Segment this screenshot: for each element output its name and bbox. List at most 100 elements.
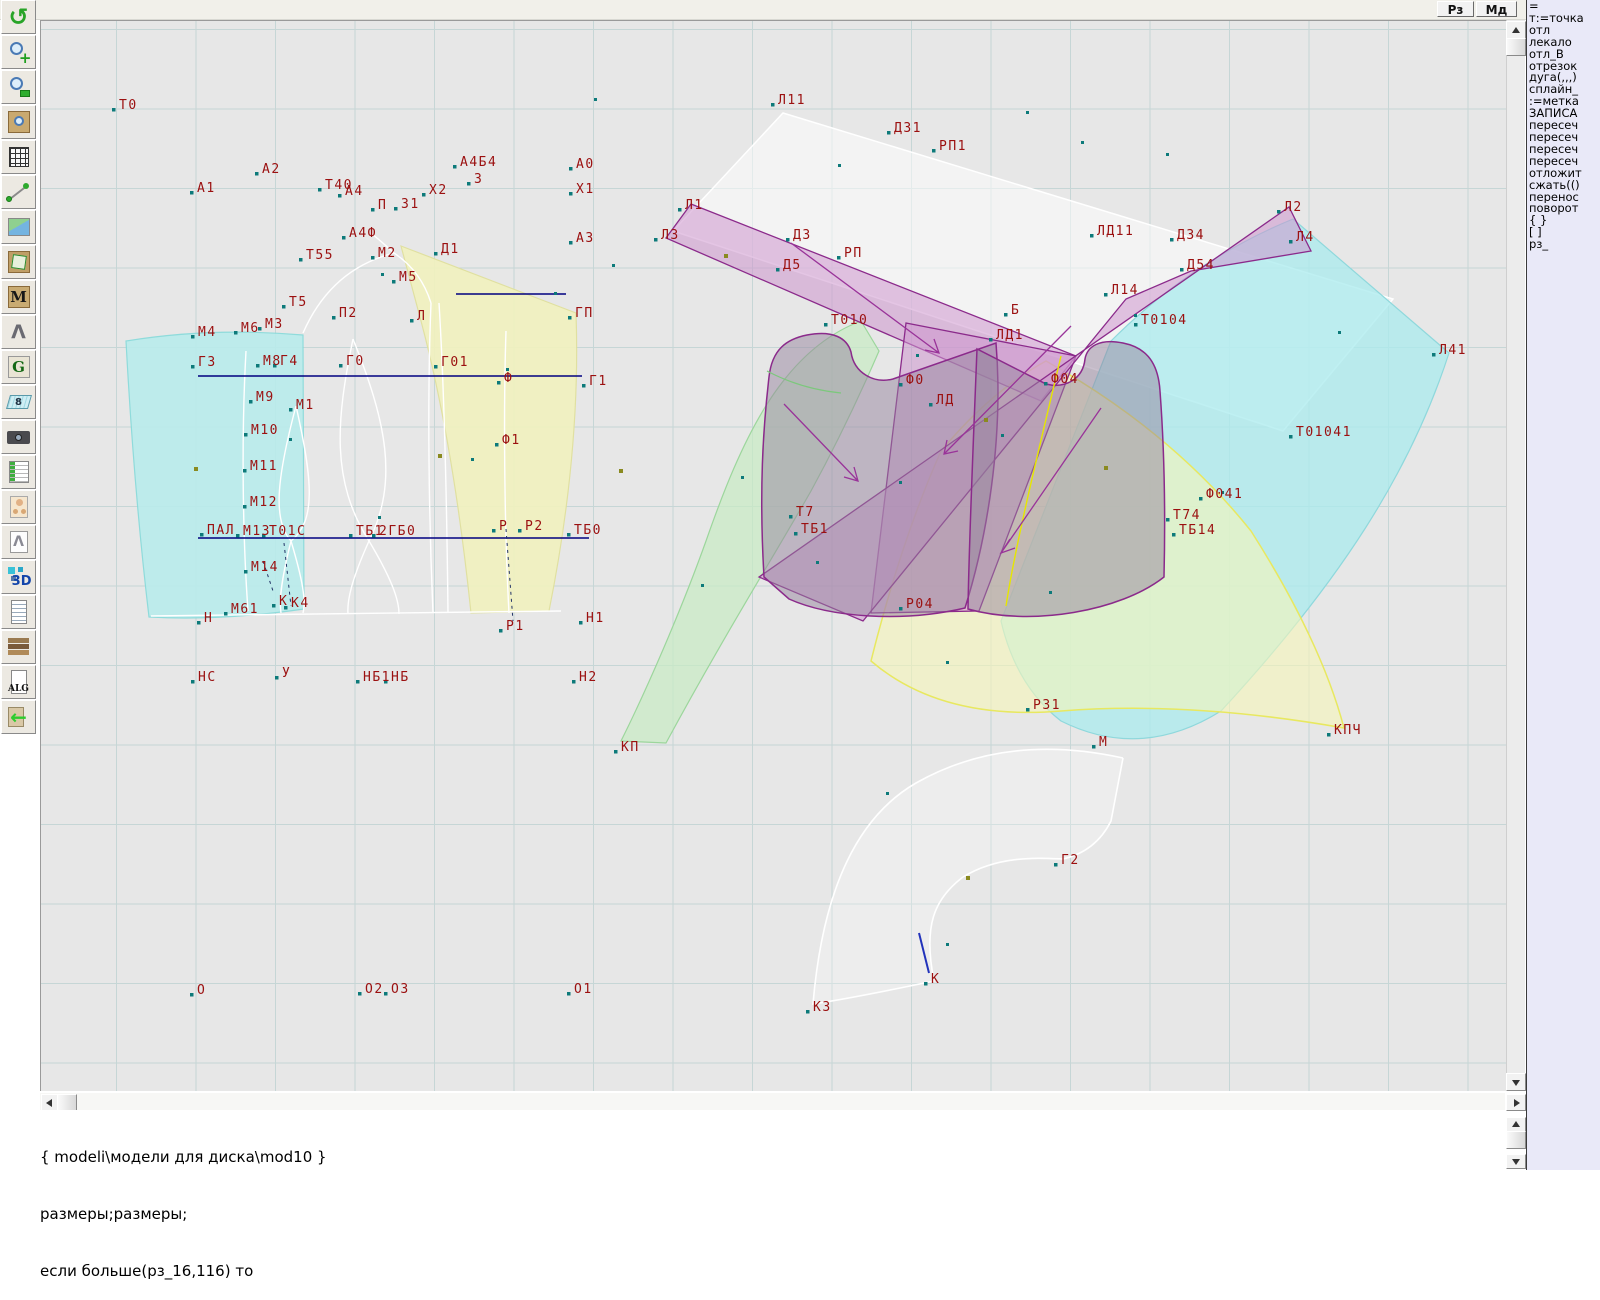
command-item[interactable]: перенос — [1529, 191, 1579, 204]
point-label: Г2 — [1061, 853, 1080, 868]
point-label: А0 — [576, 157, 595, 172]
point-label: ГП — [575, 306, 594, 321]
up-arrow-icon — [1512, 23, 1520, 33]
command-item[interactable]: отрезок — [1529, 60, 1578, 73]
canvas-vscrollbar[interactable] — [1506, 20, 1525, 1090]
point-label: Д1 — [441, 242, 460, 257]
command-item[interactable]: отложит — [1529, 167, 1582, 180]
point-label: О2 — [365, 982, 384, 997]
point-label: Т01С — [269, 524, 306, 539]
compass-icon-button[interactable]: Λ — [1, 315, 36, 349]
point-label: Л1 — [685, 198, 704, 213]
point-label: Ф041 — [1206, 487, 1243, 502]
command-item[interactable]: ЗАПИСА — [1529, 108, 1578, 121]
zoom-in-icon-button[interactable]: + — [1, 35, 36, 69]
command-item[interactable]: [ ] — [1529, 227, 1542, 240]
piece-view-icon-button[interactable] — [1, 105, 36, 139]
back-piece-cyan — [125, 331, 305, 619]
image-icon — [6, 215, 32, 239]
zoom-prev-icon-button[interactable] — [1, 70, 36, 104]
scroll-up-button[interactable] — [1506, 21, 1526, 39]
command-item[interactable]: сжать(() — [1529, 179, 1580, 192]
point-label: М3 — [265, 317, 284, 332]
scroll-down-button[interactable] — [1506, 1073, 1526, 1091]
down-arrow-icon — [1512, 1159, 1520, 1169]
point-label: А2 — [262, 162, 281, 177]
command-item[interactable]: т:=точка — [1529, 12, 1584, 25]
vscroll-thumb[interactable] — [1506, 38, 1526, 56]
point-label: Д5 — [783, 258, 802, 273]
editor-vscroll-thumb[interactable] — [1506, 1131, 1526, 1149]
command-item[interactable]: { } — [1529, 215, 1548, 228]
segment-icon-button[interactable] — [1, 175, 36, 209]
point-label: Г4 — [280, 354, 299, 369]
point-label: ЛД — [936, 393, 955, 408]
table-icon-button[interactable] — [1, 455, 36, 489]
m-piece-icon-button[interactable]: M — [1, 280, 36, 314]
list-icon-button[interactable] — [1, 595, 36, 629]
command-item[interactable]: поворот — [1529, 203, 1579, 216]
segment-icon — [5, 180, 32, 204]
point-label: Г0 — [346, 354, 365, 369]
command-item[interactable]: лекало — [1529, 36, 1572, 49]
point-label: Ф — [504, 371, 513, 386]
point-label: Г3 — [198, 355, 217, 370]
scroll-left-button[interactable] — [41, 1094, 58, 1111]
point-label: Р2 — [525, 519, 544, 534]
undo-icon-button[interactable]: ↺ — [1, 0, 36, 34]
camera-icon — [6, 425, 32, 449]
left-toolbar: ↺ + M Λ G 8 Λ 3D ALG ← — [0, 0, 38, 735]
hscroll-thumb[interactable] — [57, 1094, 77, 1111]
editor-scroll-up-button[interactable] — [1506, 1117, 1526, 1132]
command-item[interactable]: дуга(,,,) — [1529, 72, 1577, 85]
header-bar: Рз Мд — [0, 0, 1526, 20]
books-icon-button[interactable] — [1, 630, 36, 664]
command-item[interactable]: рз_ — [1529, 239, 1549, 252]
alg-icon-button[interactable]: ALG — [1, 665, 36, 699]
point-label: Н1 — [586, 611, 605, 626]
point-label: Г01 — [441, 355, 469, 370]
scroll-right-button[interactable] — [1506, 1094, 1526, 1111]
point-label: М8 — [263, 354, 282, 369]
point-label: М9 — [256, 390, 275, 405]
notch-blue-line — [918, 932, 930, 974]
script-editor[interactable]: { modeli\модели для диска\mod10 } размер… — [40, 1110, 1502, 1280]
command-item[interactable]: :=метка — [1529, 96, 1579, 109]
jacket-icon-button[interactable]: Λ — [1, 525, 36, 559]
md-button[interactable]: Мд — [1476, 1, 1517, 17]
piece-icon-button[interactable] — [1, 245, 36, 279]
ruler-icon-button[interactable]: 8 — [1, 385, 36, 419]
undo-icon: ↺ — [8, 3, 29, 31]
rz-button[interactable]: Рз — [1437, 1, 1474, 17]
canvas-hscrollbar[interactable] — [40, 1093, 1505, 1110]
grid-icon-button[interactable] — [1, 140, 36, 174]
editor-scroll-down-button[interactable] — [1506, 1154, 1526, 1169]
g-piece-icon-button[interactable]: G — [1, 350, 36, 384]
point-label: К — [279, 594, 288, 609]
camera-icon-button[interactable] — [1, 420, 36, 454]
point-label: М1 — [296, 398, 315, 413]
command-item[interactable]: = — [1529, 1, 1539, 13]
command-item[interactable]: сплайн_ — [1529, 84, 1578, 97]
point-label: Б — [1011, 303, 1020, 318]
point-label: Т010 — [831, 313, 868, 328]
point-label: М — [1099, 735, 1108, 750]
point-label: КПЧ — [1334, 723, 1362, 738]
command-item[interactable]: пересеч — [1529, 120, 1579, 132]
point-label: 2ГБ0 — [379, 524, 416, 539]
command-item[interactable]: отл — [1529, 24, 1551, 37]
point-label: Л11 — [778, 93, 806, 108]
image-icon-button[interactable] — [1, 210, 36, 244]
portrait-icon-button[interactable] — [1, 490, 36, 524]
drawing-canvas[interactable]: Т0 А2 А1 Т40 А4 Х2 А4Б4 З А0 Х1 П З1 А4Ф А3 Т55 М2 Д1 М5 Т… — [40, 20, 1506, 1091]
exit-icon-button[interactable]: ← — [1, 700, 36, 734]
command-item[interactable]: пересеч — [1529, 143, 1579, 156]
threed-icon-button[interactable]: 3D — [1, 560, 36, 594]
command-item[interactable]: отл_В — [1529, 48, 1564, 61]
point-label: Л — [417, 309, 426, 324]
point-label: М6 — [241, 321, 260, 336]
command-item[interactable]: пересеч — [1529, 155, 1579, 168]
point-label: Д54 — [1187, 258, 1215, 273]
point-label: К3 — [813, 1000, 832, 1015]
command-item[interactable]: пересеч — [1529, 131, 1579, 144]
